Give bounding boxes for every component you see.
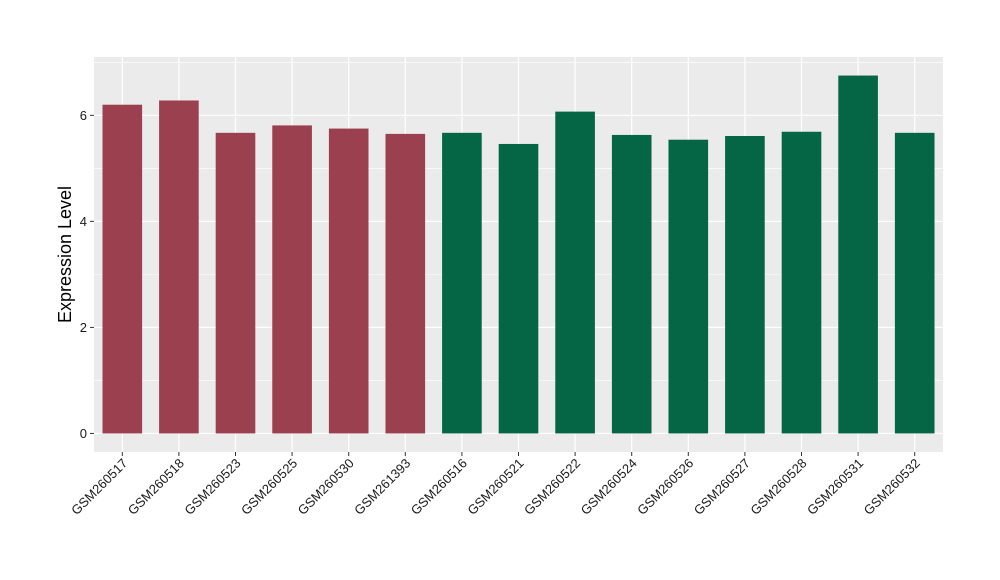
x-tick-label: GSM260525 (238, 456, 300, 518)
bar-GSM260523 (215, 132, 256, 434)
bar-GSM260526 (668, 139, 709, 434)
bar-GSM260524 (611, 134, 652, 434)
x-axis: GSM260517GSM260518GSM260523GSM260525GSM2… (68, 452, 923, 518)
x-tick-label: GSM260518 (125, 456, 187, 518)
x-tick-label: GSM260527 (691, 456, 753, 518)
bar-GSM260517 (102, 104, 143, 434)
x-tick-label: GSM260523 (181, 456, 243, 518)
y-axis: 0 2 4 6 (80, 108, 94, 441)
x-tick-label: GSM260531 (804, 456, 866, 518)
bar-GSM260532 (894, 132, 935, 434)
y-tick-label: 0 (80, 426, 87, 441)
x-tick-label: GSM260524 (578, 456, 640, 518)
x-tick-label: GSM260522 (521, 456, 583, 518)
x-tick-label: GSM260517 (68, 456, 130, 518)
bar-GSM261393 (385, 133, 426, 434)
bar-GSM260531 (838, 75, 878, 434)
bar-GSM260518 (159, 100, 199, 434)
x-tick-label: GSM260521 (464, 456, 526, 518)
bar-GSM260528 (781, 131, 822, 434)
bar-GSM260530 (328, 128, 369, 434)
x-tick-label: GSM260528 (747, 456, 809, 518)
x-tick-label: GSM261393 (351, 456, 413, 518)
bar-GSM260525 (272, 125, 312, 434)
x-tick-label: GSM260526 (634, 456, 696, 518)
y-tick-label: 4 (80, 214, 87, 229)
bar-GSM260516 (442, 132, 482, 434)
bar-GSM260522 (555, 111, 595, 434)
x-tick-label: GSM260516 (408, 456, 470, 518)
y-axis-title: Expression Level (55, 186, 75, 323)
y-tick-label: 6 (80, 108, 87, 123)
bars (102, 75, 935, 434)
x-tick-label: GSM260530 (295, 456, 357, 518)
x-tick-label: GSM260532 (861, 456, 923, 518)
bar-GSM260521 (498, 143, 539, 434)
y-tick-label: 2 (80, 320, 87, 335)
bar-GSM260527 (725, 136, 765, 434)
